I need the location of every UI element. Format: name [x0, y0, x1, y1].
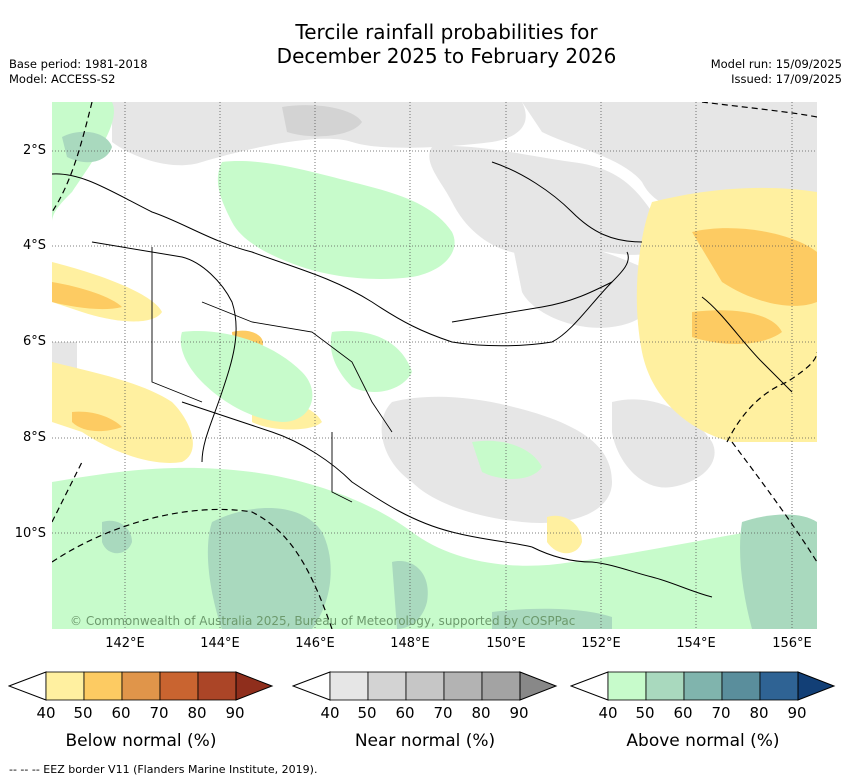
colorbar-low-triangle: [7, 671, 47, 701]
legend-above-title: Above normal (%): [626, 731, 780, 751]
tick-label: 70: [433, 704, 453, 722]
colorbar-segment: [443, 671, 483, 701]
tick-label: 60: [395, 704, 415, 722]
legend-above-ticks: 40 50 60 70 80 90: [570, 704, 836, 724]
colorbar-low-triangle: [569, 671, 609, 701]
lon-label: 142°E: [105, 636, 145, 651]
lon-label: 148°E: [390, 636, 430, 651]
issued-date: Issued: 17/09/2025: [731, 72, 842, 86]
meta-right: Model run: 15/09/2025 Issued: 17/09/2025: [711, 57, 842, 87]
colorbar-segment: [405, 671, 445, 701]
lon-label: 152°E: [581, 636, 621, 651]
colorbar-segment: [197, 671, 237, 701]
lon-label: 150°E: [486, 636, 526, 651]
map-panel: © Commonwealth of Australia 2025, Bureau…: [52, 102, 817, 629]
tick-label: 50: [73, 704, 93, 722]
colorbar-segment: [45, 671, 85, 701]
tick-label: 40: [36, 704, 56, 722]
colorbar-segment: [481, 671, 521, 701]
colorbar-high-triangle: [519, 671, 558, 701]
colorbar-segment: [121, 671, 161, 701]
lon-label: 146°E: [295, 636, 335, 651]
colorbar-segment: [607, 671, 647, 701]
tick-label: 90: [787, 704, 807, 722]
legend-near: [291, 671, 558, 705]
base-period: Base period: 1981-2018: [9, 57, 148, 71]
colorbar-high-triangle: [797, 671, 836, 701]
colorbar-segment: [721, 671, 761, 701]
map-canvas: [52, 102, 817, 629]
near-normal-shading: [52, 102, 817, 523]
colorbar-segment: [683, 671, 723, 701]
title-line-2: December 2025 to February 2026: [276, 44, 617, 68]
tick-label: 50: [635, 704, 655, 722]
legend-below-ticks: 40 50 60 70 80 90: [8, 704, 274, 724]
colorbar-segment: [759, 671, 799, 701]
tick-label: 50: [357, 704, 377, 722]
legend-near-title: Near normal (%): [354, 731, 496, 751]
lat-label: 10°S: [14, 526, 46, 541]
colorbar-high-triangle: [235, 671, 274, 701]
colorbar-segment: [645, 671, 685, 701]
tick-label: 80: [471, 704, 491, 722]
model-run: Model run: 15/09/2025: [710, 57, 842, 71]
legend-near-ticks: 40 50 60 70 80 90: [292, 704, 558, 724]
tick-label: 80: [749, 704, 769, 722]
legend-below: [7, 671, 274, 705]
near-normal-dark: [282, 105, 362, 137]
tick-label: 60: [673, 704, 693, 722]
tick-label: 80: [187, 704, 207, 722]
tick-label: 90: [225, 704, 245, 722]
tick-label: 90: [509, 704, 529, 722]
colorbar-segment: [367, 671, 407, 701]
chart-title: Tercile rainfall probabilities for Decem…: [0, 20, 850, 68]
tick-label: 60: [111, 704, 131, 722]
colorbar-segment: [83, 671, 123, 701]
legend-above: [569, 671, 836, 705]
colorbar-low-triangle: [291, 671, 331, 701]
copyright-text: © Commonwealth of Australia 2025, Bureau…: [70, 614, 576, 628]
colorbar-above: [569, 671, 836, 701]
lat-label: 8°S: [22, 430, 46, 445]
lon-label: 144°E: [200, 636, 240, 651]
tick-label: 40: [598, 704, 618, 722]
meta-left: Base period: 1981-2018 Model: ACCESS-S2: [9, 57, 148, 87]
eez-note: -- -- -- EEZ border V11 (Flanders Marine…: [9, 763, 318, 776]
borders: [151, 247, 393, 503]
colorbar-near: [291, 671, 558, 701]
colorbar-segment: [329, 671, 369, 701]
lat-label: 2°S: [22, 143, 46, 158]
above-normal-dark: [62, 131, 817, 629]
lon-label: 154°E: [676, 636, 716, 651]
tick-label: 70: [711, 704, 731, 722]
below-normal-dark: [52, 228, 817, 432]
model-name: Model: ACCESS-S2: [9, 72, 116, 86]
colorbar-segment: [159, 671, 199, 701]
lat-label: 4°S: [22, 238, 46, 253]
title-line-1: Tercile rainfall probabilities for: [295, 20, 598, 44]
colorbar-below: [7, 671, 274, 701]
gridlines: [52, 102, 817, 629]
lon-label: 156°E: [772, 636, 812, 651]
tick-label: 40: [320, 704, 340, 722]
legend-below-title: Below normal (%): [65, 731, 217, 751]
tick-label: 70: [149, 704, 169, 722]
lat-label: 6°S: [22, 334, 46, 349]
eez-border: [52, 102, 817, 629]
